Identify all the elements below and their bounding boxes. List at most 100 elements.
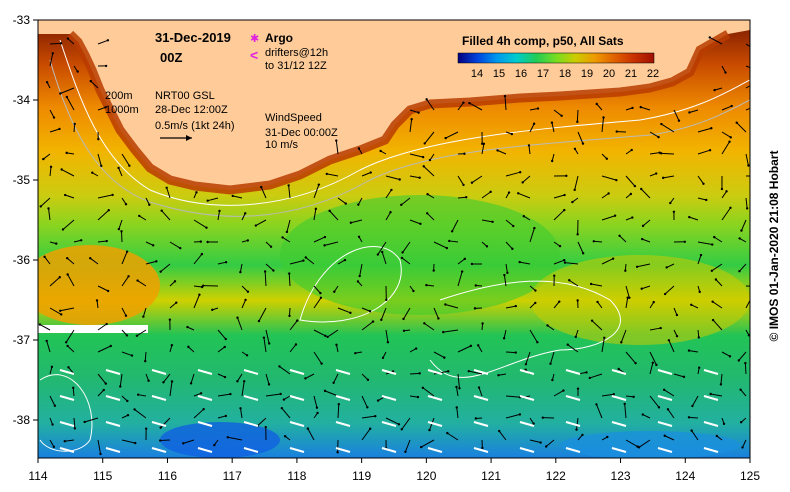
wind-vector (105, 447, 121, 453)
current-vector (649, 362, 654, 375)
current-vector (217, 346, 226, 353)
current-vector-head (160, 209, 163, 212)
current-vector-head (697, 366, 701, 369)
current-vector-head (39, 205, 42, 208)
current-vector-head (324, 334, 327, 338)
current-vector (456, 407, 459, 419)
current-vector-head (282, 398, 286, 401)
current-vector-head (467, 369, 471, 373)
current-vector (519, 261, 531, 265)
current-vector-head (124, 203, 128, 206)
current-vector-head (376, 253, 380, 256)
current-vector-head (550, 121, 554, 124)
wind-vector (243, 395, 259, 401)
current-vector-head (224, 337, 227, 341)
current-vector-head (428, 158, 432, 162)
current-vector-head (111, 193, 114, 197)
current-vector (455, 386, 459, 397)
current-vector-head (58, 127, 61, 131)
current-vector (721, 351, 731, 357)
current-vector (523, 215, 531, 221)
current-vector-head (315, 406, 319, 409)
current-vector-head (655, 363, 658, 367)
current-vector (505, 219, 514, 227)
current-vector-head (473, 307, 477, 310)
current-vector-head (747, 334, 750, 337)
current-vector-head (571, 200, 574, 204)
current-vector-head (536, 341, 539, 344)
current-vector (121, 329, 128, 336)
current-vector-head (506, 271, 509, 274)
current-vector-head (758, 285, 760, 287)
drifters-range: to 31/12 12Z (265, 60, 327, 72)
current-vector (49, 128, 60, 133)
contour-1000m (49, 59, 750, 217)
current-vector-head (444, 136, 447, 140)
current-vector-head (754, 69, 756, 71)
current-vector-head (65, 151, 68, 155)
current-vector (337, 197, 347, 204)
current-vector (688, 416, 699, 419)
current-vector-head (450, 230, 454, 233)
current-vector (564, 262, 579, 265)
wind-vector (289, 395, 305, 401)
current-vector-head (480, 142, 484, 145)
current-vector (673, 307, 678, 316)
current-vector-head (371, 320, 375, 323)
current-vector-head (52, 116, 56, 119)
current-vector-head (380, 318, 383, 322)
current-vector (381, 251, 387, 265)
current-vector-head (199, 240, 203, 243)
current-vector (361, 373, 369, 381)
current-vector-head (497, 374, 500, 377)
current-vector (313, 184, 320, 199)
current-vector (553, 109, 562, 117)
current-vector-head (354, 351, 357, 355)
current-vector-head (425, 283, 428, 287)
current-vector-head (657, 135, 660, 139)
current-vector-head (602, 116, 605, 119)
current-vector-head (562, 389, 565, 392)
current-vector-head (455, 406, 458, 409)
current-vector-head (397, 423, 401, 426)
current-vector (361, 415, 376, 419)
current-vector (688, 350, 699, 353)
current-vector (420, 439, 435, 448)
current-vector (574, 175, 579, 190)
current-vector-head (366, 378, 370, 381)
current-vector (577, 241, 584, 254)
current-vector (241, 299, 247, 309)
current-vector-head (254, 224, 258, 227)
current-vector-head (142, 315, 145, 318)
wind-vector (105, 421, 121, 427)
credit-line: © IMOS 01-Jan-2020 21:08 Hobart (767, 150, 781, 342)
wind-vector (151, 447, 167, 453)
current-vector (625, 439, 638, 448)
argo-legend: ✱ Argo < drifters@12h to 31/12 12Z (250, 31, 328, 72)
current-vector-head (519, 171, 522, 174)
current-vector-head (170, 380, 174, 383)
current-vector (97, 153, 102, 166)
current-vector (183, 439, 195, 444)
current-vector-head (117, 166, 120, 170)
current-vector-head (314, 207, 318, 211)
current-vector (529, 302, 536, 309)
current-vector-head (89, 256, 92, 260)
current-vector (691, 304, 699, 309)
current-vector-head (246, 290, 250, 293)
current-vector-head (200, 252, 204, 256)
current-vector (337, 259, 346, 265)
current-vector-head (474, 417, 478, 420)
current-vector (424, 322, 435, 331)
current-vector (217, 210, 220, 221)
current-vector-head (634, 361, 637, 365)
cloud-gap (38, 325, 148, 333)
wind-vector (151, 421, 167, 427)
current-vector (409, 372, 420, 375)
current-vector-head (463, 257, 467, 261)
wind-vector (197, 369, 213, 375)
wind-label: WindSpeed (265, 112, 322, 124)
current-vector (258, 307, 267, 322)
current-vector (49, 439, 55, 448)
wind-vector (473, 369, 489, 375)
